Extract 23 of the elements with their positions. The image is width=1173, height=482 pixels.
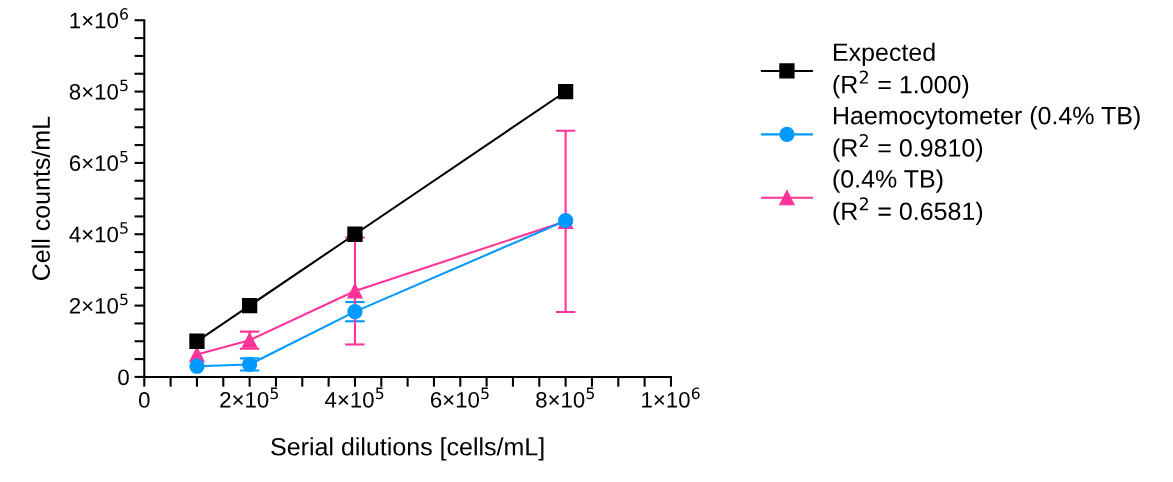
point [189, 358, 205, 374]
x-tick-label: 0 [138, 392, 150, 408]
x-tick-label: 2×10$^{5}$ [220, 387, 278, 408]
legend-label: Expected (R$^{2}$ = 1.000) [833, 42, 969, 99]
x-tick-label: 6×10$^{5}$ [430, 387, 489, 408]
legend-label: Haemocytometer (0.4% TB) (R$^{2}$ = 0.9810) [833, 106, 1140, 162]
y-axis-title: Cell counts/mL [31, 116, 50, 280]
x-tick-label: 8×10$^{5}$ [536, 387, 594, 408]
y-tick-label: 0 [118, 369, 129, 386]
y-tick-label: 1×10$^{6}$ [70, 8, 128, 29]
point [189, 333, 205, 349]
y-tick-label: 8×10$^{5}$ [69, 79, 128, 100]
point [557, 83, 574, 100]
point [347, 226, 363, 242]
x-tick-label: 4×10$^{5}$ [325, 387, 384, 408]
point [347, 283, 363, 299]
legend-label: (0.4% TB) (R$^{2}$ = 0.6581) [833, 169, 983, 226]
y-tick-label: 6×10$^{5}$ [69, 150, 128, 172]
y-tick-label: 4×10$^{5}$ [69, 222, 128, 243]
x-axis-title: Serial dilutions [cells/mL] [271, 437, 544, 461]
point [241, 297, 258, 314]
x-tick-label: 1×10$^{6}$ [642, 387, 700, 408]
y-tick-label: 2×10$^{5}$ [69, 293, 128, 314]
